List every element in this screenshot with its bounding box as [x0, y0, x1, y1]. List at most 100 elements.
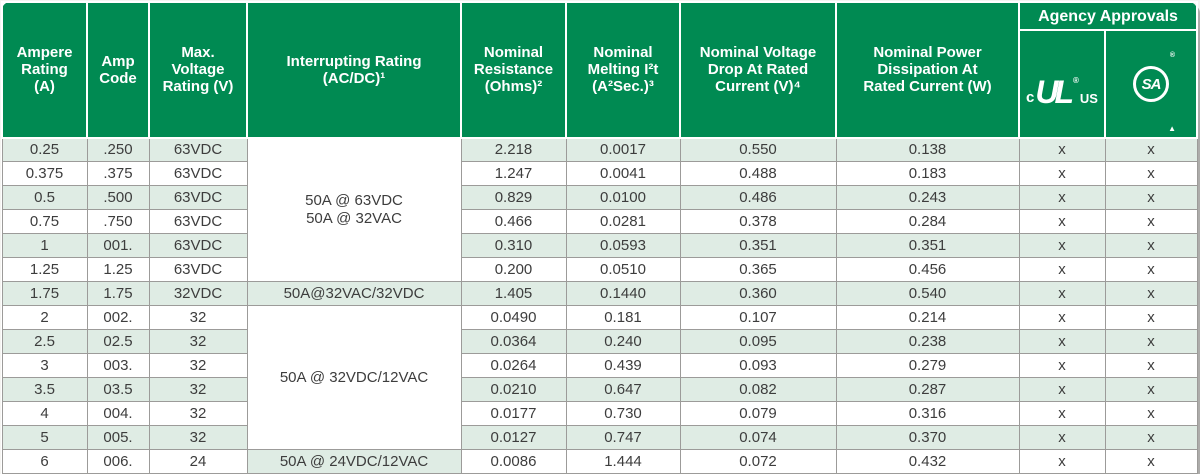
- table-cell: 0.093: [679, 353, 837, 378]
- table-cell: 0.75: [1, 209, 88, 234]
- table-cell: 0.0593: [565, 233, 681, 258]
- table-cell: 32: [148, 353, 248, 378]
- table-cell: 1.405: [460, 281, 567, 306]
- table-cell: 001.: [86, 233, 150, 258]
- approval-mark: x: [1018, 401, 1106, 426]
- approval-mark: x: [1018, 353, 1106, 378]
- cul-us-icon: c UL ® US: [1026, 75, 1098, 107]
- table-cell: 1.75: [1, 281, 88, 306]
- table-cell: 1.75: [86, 281, 150, 306]
- approval-mark: x: [1104, 137, 1198, 162]
- table-cell: 0.730: [565, 401, 681, 426]
- table-cell: 0.238: [835, 329, 1020, 354]
- interrupting-rating-span: 50A @ 63VDC 50A @ 32VAC: [246, 137, 462, 282]
- table-cell: 0.0281: [565, 209, 681, 234]
- approval-mark: x: [1104, 353, 1198, 378]
- table-cell: 6: [1, 449, 88, 474]
- table-cell: 0.287: [835, 377, 1020, 402]
- table-cell: 0.183: [835, 161, 1020, 186]
- approval-mark: x: [1018, 377, 1106, 402]
- table-cell: 0.0127: [460, 425, 567, 450]
- table-cell: 0.074: [679, 425, 837, 450]
- table-cell: 32VDC: [148, 281, 248, 306]
- approval-mark: x: [1018, 233, 1106, 258]
- table-cell: 0.432: [835, 449, 1020, 474]
- table-cell: 0.375: [1, 161, 88, 186]
- table-cell: 0.181: [565, 305, 681, 330]
- table-cell: 63VDC: [148, 161, 248, 186]
- interrupting-rating-span: 50A @ 32VDC/12VAC: [246, 305, 462, 450]
- approval-mark: x: [1104, 329, 1198, 354]
- table-cell: 63VDC: [148, 209, 248, 234]
- table-cell: 32: [148, 401, 248, 426]
- table-cell: .250: [86, 137, 150, 162]
- ul-registered-symbol: ®: [1073, 75, 1079, 85]
- table-cell: 0.072: [679, 449, 837, 474]
- table-cell: 0.360: [679, 281, 837, 306]
- table-cell: 0.351: [835, 233, 1020, 258]
- table-row: 3.5 03.5 32 0.0210 0.647 0.082 0.287 x x: [1, 377, 1198, 402]
- table-cell: 0.488: [679, 161, 837, 186]
- table-cell: 0.0177: [460, 401, 567, 426]
- col-header-agency-approvals: Agency Approvals: [1017, 1, 1199, 31]
- table-cell: 0.0041: [565, 161, 681, 186]
- interrupting-rating-cell: 50A @ 24VDC/12VAC: [246, 449, 462, 474]
- table-cell: 0.5: [1, 185, 88, 210]
- approval-mark: x: [1104, 161, 1198, 186]
- table-cell: 0.310: [460, 233, 567, 258]
- table-cell: 63VDC: [148, 137, 248, 162]
- table-cell: 0.107: [679, 305, 837, 330]
- table-cell: 0.0490: [460, 305, 567, 330]
- table-cell: 0.279: [835, 353, 1020, 378]
- table-row: 1.25 1.25 63VDC 0.200 0.0510 0.365 0.456 x x: [1, 257, 1198, 282]
- table-cell: 0.200: [460, 257, 567, 282]
- table-cell: 1.444: [565, 449, 681, 474]
- ul-us-suffix: US: [1079, 90, 1098, 106]
- table-cell: 0.378: [679, 209, 837, 234]
- table-cell: 2.5: [1, 329, 88, 354]
- approval-mark: x: [1104, 209, 1198, 234]
- table-row: 5 005. 32 0.0127 0.747 0.074 0.370 x x: [1, 425, 1198, 450]
- table-cell: 02.5: [86, 329, 150, 354]
- csa-registered-symbol: ®: [1169, 52, 1175, 60]
- table-cell: 0.0100: [565, 185, 681, 210]
- table-cell: 0.439: [565, 353, 681, 378]
- table-cell: 003.: [86, 353, 150, 378]
- col-header-amp-code: Amp Code: [86, 1, 150, 139]
- table-cell: 0.540: [835, 281, 1020, 306]
- col-header-voltage-drop: Nominal Voltage Drop At Rated Current (V…: [679, 1, 837, 139]
- table-cell: 0.138: [835, 137, 1020, 162]
- table-cell: 004.: [86, 401, 150, 426]
- table-row: 0.25.250 63VDC 50A @ 63VDC 50A @ 32VAC 2.21…: [1, 137, 1198, 282]
- approval-mark: x: [1018, 425, 1106, 450]
- table-row: 0.375.375 63VDC 1.247 0.0041 0.488 0.183 x x: [1, 161, 1198, 186]
- ul-c-prefix: c: [1026, 88, 1035, 106]
- table-cell: 0.351: [679, 233, 837, 258]
- table-row: 2.5 02.5 32 0.0364 0.240 0.095 0.238 x x: [1, 329, 1198, 354]
- table-cell: 63VDC: [148, 185, 248, 210]
- col-header-nominal-melting: Nominal Melting I²t (A²Sec.)³: [565, 1, 681, 139]
- table-row: 2 002. 32 50A @ 32VDC/12VAC 0.0490 0.181 0.107…: [1, 305, 1198, 450]
- table-row: 0.75.750 63VDC 0.466 0.0281 0.378 0.284 x x: [1, 209, 1198, 234]
- approval-mark: x: [1018, 137, 1106, 162]
- csa-triangle-mark: ▲: [1168, 124, 1176, 134]
- table-cell: 03.5: [86, 377, 150, 402]
- table-cell: 32: [148, 329, 248, 354]
- approval-mark: x: [1018, 185, 1106, 210]
- table-cell: 0.243: [835, 185, 1020, 210]
- table-cell: 0.550: [679, 137, 837, 162]
- approval-mark: x: [1018, 161, 1106, 186]
- table-cell: 1: [1, 233, 88, 258]
- col-header-csa-approval: SA ® ▲: [1103, 29, 1199, 139]
- table-cell: 0.0364: [460, 329, 567, 354]
- csa-circle-mark: SA: [1133, 66, 1169, 103]
- table-cell: 0.316: [835, 401, 1020, 426]
- table-cell: .375: [86, 161, 150, 186]
- table-cell: 0.284: [835, 209, 1020, 234]
- approval-mark: x: [1104, 281, 1198, 306]
- col-header-ampere-rating: Ampere Rating (A): [1, 1, 88, 139]
- table-cell: 0.747: [565, 425, 681, 450]
- approval-mark: x: [1104, 401, 1198, 426]
- table-cell: 0.829: [460, 185, 567, 210]
